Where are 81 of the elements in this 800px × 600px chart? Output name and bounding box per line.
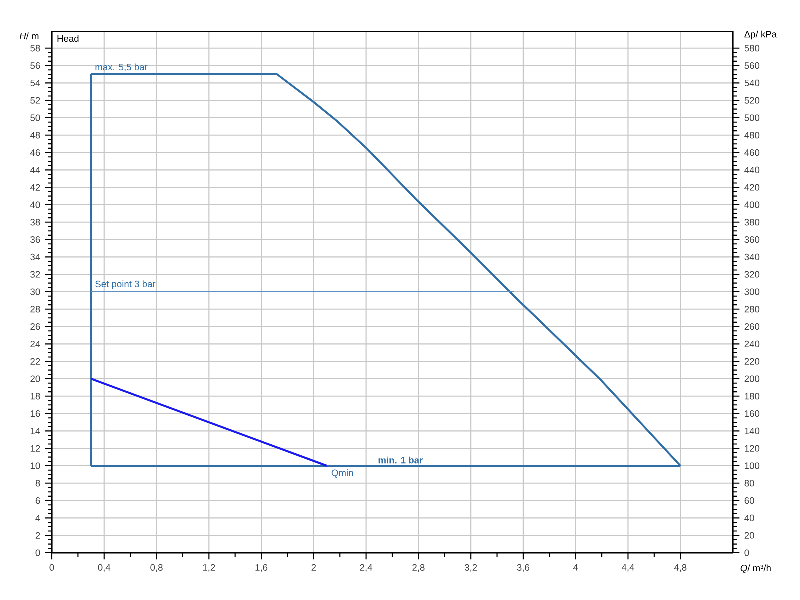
y2-tick-label: 180 (745, 393, 760, 400)
y2-tick-label: 280 (744, 306, 760, 313)
y2-tick-label: 460 (744, 150, 760, 156)
y2-tick-label: 500 (744, 114, 760, 122)
y-tick-label: 56 (30, 62, 40, 70)
y2-tick-label: 100 (745, 462, 760, 470)
y-tick-label: 24 (30, 340, 40, 348)
y2-tick-label: 240 (744, 340, 760, 348)
y2-tick-label: 120 (745, 445, 760, 452)
y-tick-label: 38 (30, 219, 40, 226)
annotation: max. 5,5 bar (96, 64, 148, 72)
x-tick-label: 4,8 (674, 564, 687, 572)
y2-tick-label: 580 (744, 45, 760, 52)
y2-tick-label: 540 (744, 80, 760, 86)
y-tick-label: 2 (36, 532, 40, 539)
x-tick-label: 1,2 (203, 564, 216, 572)
y-tick-label: 16 (30, 410, 40, 418)
y2-tick-label: 440 (744, 166, 760, 174)
y2-tick-label: 160 (745, 410, 760, 418)
annotation: min. 1 bar (378, 456, 424, 464)
y-tick-label: 50 (30, 114, 40, 122)
y-tick-label: 28 (30, 306, 40, 313)
y-tick-label: 48 (30, 132, 40, 139)
y-tick-label: 20 (30, 376, 40, 382)
y2-tick-label: 140 (745, 428, 760, 434)
y-tick-label: 54 (30, 80, 40, 86)
x-tick-label: 3,6 (517, 564, 530, 572)
y-tick-label: 42 (30, 184, 40, 191)
y2-tick-label: 20 (744, 532, 754, 539)
y-tick-label: 30 (30, 288, 40, 296)
y2-axis-title: Δp/ kPa (744, 30, 778, 40)
y-tick-label: 52 (30, 97, 40, 104)
y2-tick-label: 260 (744, 324, 760, 330)
y-tick-label: 6 (36, 498, 40, 504)
y-tick-label: 12 (30, 445, 40, 452)
x-tick-label: 3,2 (464, 564, 478, 572)
y2-tick-label: 340 (744, 254, 760, 260)
y-tick-label: 4 (36, 514, 40, 522)
x-tick-label: 0,8 (150, 564, 163, 572)
x-tick-label: 2,4 (360, 564, 373, 572)
y-tick-label: 0 (36, 550, 40, 556)
x-tick-label: 4 (573, 564, 578, 571)
y-tick-label: 18 (30, 393, 40, 400)
y2-tick-label: 60 (744, 498, 754, 504)
y-tick-label: 34 (30, 254, 40, 260)
y2-tick-label: 560 (744, 62, 760, 70)
y2-tick-label: 480 (744, 132, 760, 139)
y2-tick-label: 220 (744, 358, 760, 365)
y2-tick-label: 300 (744, 288, 760, 296)
x-tick-label: 0,4 (98, 564, 111, 572)
y-tick-label: 32 (30, 271, 40, 278)
y2-tick-label: 80 (744, 480, 754, 487)
y2-tick-label: 420 (744, 184, 760, 191)
x-tick-label: 4,4 (622, 564, 634, 572)
y2-tick-label: 400 (744, 202, 760, 208)
x-axis-title: Q/ m³/h (740, 564, 771, 574)
x-tick-label: 2 (312, 564, 316, 571)
y2-tick-label: 0 (744, 550, 750, 556)
y-tick-label: 40 (30, 202, 40, 208)
y2-tick-label: 40 (744, 514, 754, 522)
y-tick-label: 58 (30, 45, 40, 52)
y-tick-label: 14 (30, 428, 40, 434)
y-tick-label: 36 (30, 236, 40, 244)
y-tick-label: 22 (30, 358, 40, 365)
y-tick-label: 46 (30, 150, 40, 156)
y-tick-label: 10 (30, 462, 40, 470)
annotation: Set point 3 bar (96, 280, 156, 290)
annotation: Head (58, 35, 79, 42)
x-tick-label: 0 (50, 564, 54, 571)
y2-tick-label: 320 (744, 271, 760, 278)
x-tick-label: 2,8 (412, 564, 425, 572)
y2-tick-label: 520 (744, 97, 760, 104)
y-axis-title: H/ m (20, 32, 39, 40)
y2-tick-label: 200 (744, 376, 760, 382)
annotation: Qmin (332, 470, 354, 478)
y2-tick-label: 360 (744, 236, 760, 244)
y-tick-label: 8 (36, 480, 40, 487)
y2-tick-label: 380 (744, 219, 760, 226)
x-tick-label: 1,6 (256, 564, 268, 572)
y-tick-label: 44 (30, 166, 40, 174)
y-tick-label: 26 (30, 324, 40, 330)
